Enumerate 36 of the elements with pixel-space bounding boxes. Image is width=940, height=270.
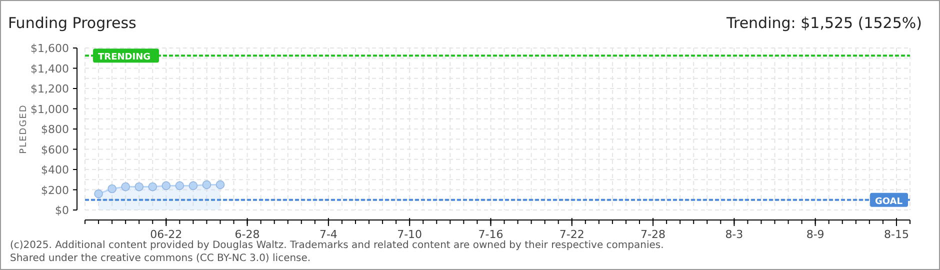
- y-tick-label: $1,000: [30, 102, 69, 116]
- ref-line-label: GOAL: [875, 196, 903, 207]
- y-tick-label: $800: [41, 123, 69, 136]
- point: [202, 180, 212, 190]
- point: [121, 182, 130, 192]
- chart-title: Funding Progress: [8, 14, 137, 32]
- y-tick-label: $600: [41, 143, 69, 156]
- x-tick-label: 7-28: [640, 228, 666, 241]
- point: [148, 182, 158, 192]
- point: [134, 182, 144, 192]
- y-tick-label: $0: [55, 204, 69, 217]
- x-tick-label: 7-4: [319, 228, 338, 241]
- x-tick-label: 8-9: [806, 228, 824, 241]
- x-tick-label: 8-3: [725, 228, 744, 241]
- x-tick-label: 7-22: [559, 228, 584, 241]
- point: [94, 189, 103, 198]
- point: [188, 181, 198, 190]
- y-axis-title: PLEDGED: [19, 104, 29, 154]
- y-tick-label: $1,200: [30, 82, 69, 96]
- x-tick-label: 06-22: [150, 228, 182, 241]
- y-tick-label: $200: [41, 184, 69, 197]
- text: Shared under the creative commons (CC BY-NC 3.0) license.: [10, 253, 311, 264]
- x-tick-label: 8-15: [884, 228, 909, 241]
- x-tick-label: 7-10: [397, 228, 422, 241]
- point: [108, 184, 116, 194]
- y-tick-label: $400: [41, 164, 69, 176]
- text: (c)2025. Additional content provided by Douglas Waltz. Trademarks and related content are owned by their respective companies.: [10, 240, 664, 251]
- ref-line-label: TRENDING: [98, 52, 150, 63]
- x-tick-label: 7-16: [478, 228, 504, 241]
- point: [175, 181, 184, 190]
- y-tick-label: $1,600: [30, 42, 69, 55]
- text: Trending: $1,525 (1525%): [726, 14, 922, 32]
- point: [216, 180, 225, 190]
- y-tick-label: $1,400: [30, 62, 69, 76]
- point: [162, 181, 171, 190]
- x-tick-label: 6-28: [234, 228, 260, 241]
